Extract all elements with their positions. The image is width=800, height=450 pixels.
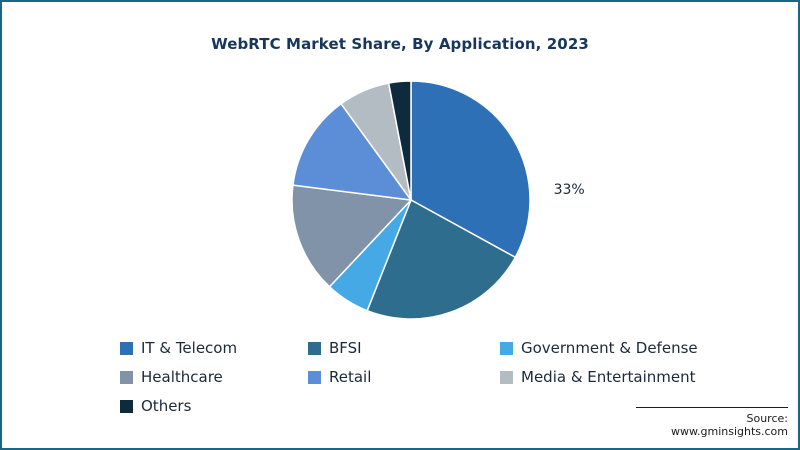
legend-label: BFSI	[329, 339, 362, 357]
legend-label: IT & Telecom	[141, 339, 238, 357]
legend-item-healthcare: Healthcare	[120, 368, 308, 386]
pie-slice-it-telecom	[410, 80, 531, 259]
legend-label: Retail	[329, 368, 372, 386]
pie-slice-healthcare	[291, 184, 413, 288]
legend-item-government-defense: Government & Defense	[500, 339, 698, 357]
legend-swatch-icon	[120, 399, 133, 413]
legend-swatch-icon	[500, 341, 513, 355]
pie-slice-others	[387, 80, 412, 201]
legend-item-retail: Retail	[308, 368, 500, 386]
legend-label: Others	[141, 397, 192, 415]
slice-value-label: 33%	[554, 182, 585, 198]
pie-slice-retail	[292, 102, 413, 201]
source-area: Source: www.gminsights.com	[636, 407, 788, 438]
source-text: Source: www.gminsights.com	[636, 407, 788, 438]
legend-item-it-telecom: IT & Telecom	[120, 339, 308, 357]
pie-slice-bfsi	[366, 198, 517, 320]
legend-swatch-icon	[308, 341, 321, 355]
chart-title: WebRTC Market Share, By Application, 202…	[211, 35, 589, 53]
legend-item-bfsi: BFSI	[308, 339, 500, 357]
legend-swatch-icon	[120, 341, 133, 355]
legend-item-media-entertainment: Media & Entertainment	[500, 368, 698, 386]
legend-swatch-icon	[308, 370, 321, 384]
legend-item-others: Others	[120, 397, 308, 415]
legend-label: Media & Entertainment	[521, 368, 696, 386]
legend-label: Healthcare	[141, 368, 223, 386]
legend-swatch-icon	[500, 370, 513, 384]
legend-swatch-icon	[120, 370, 133, 384]
legend: IT & Telecom BFSI Government & Defense Heal…	[120, 339, 698, 415]
legend-label: Government & Defense	[521, 339, 698, 357]
